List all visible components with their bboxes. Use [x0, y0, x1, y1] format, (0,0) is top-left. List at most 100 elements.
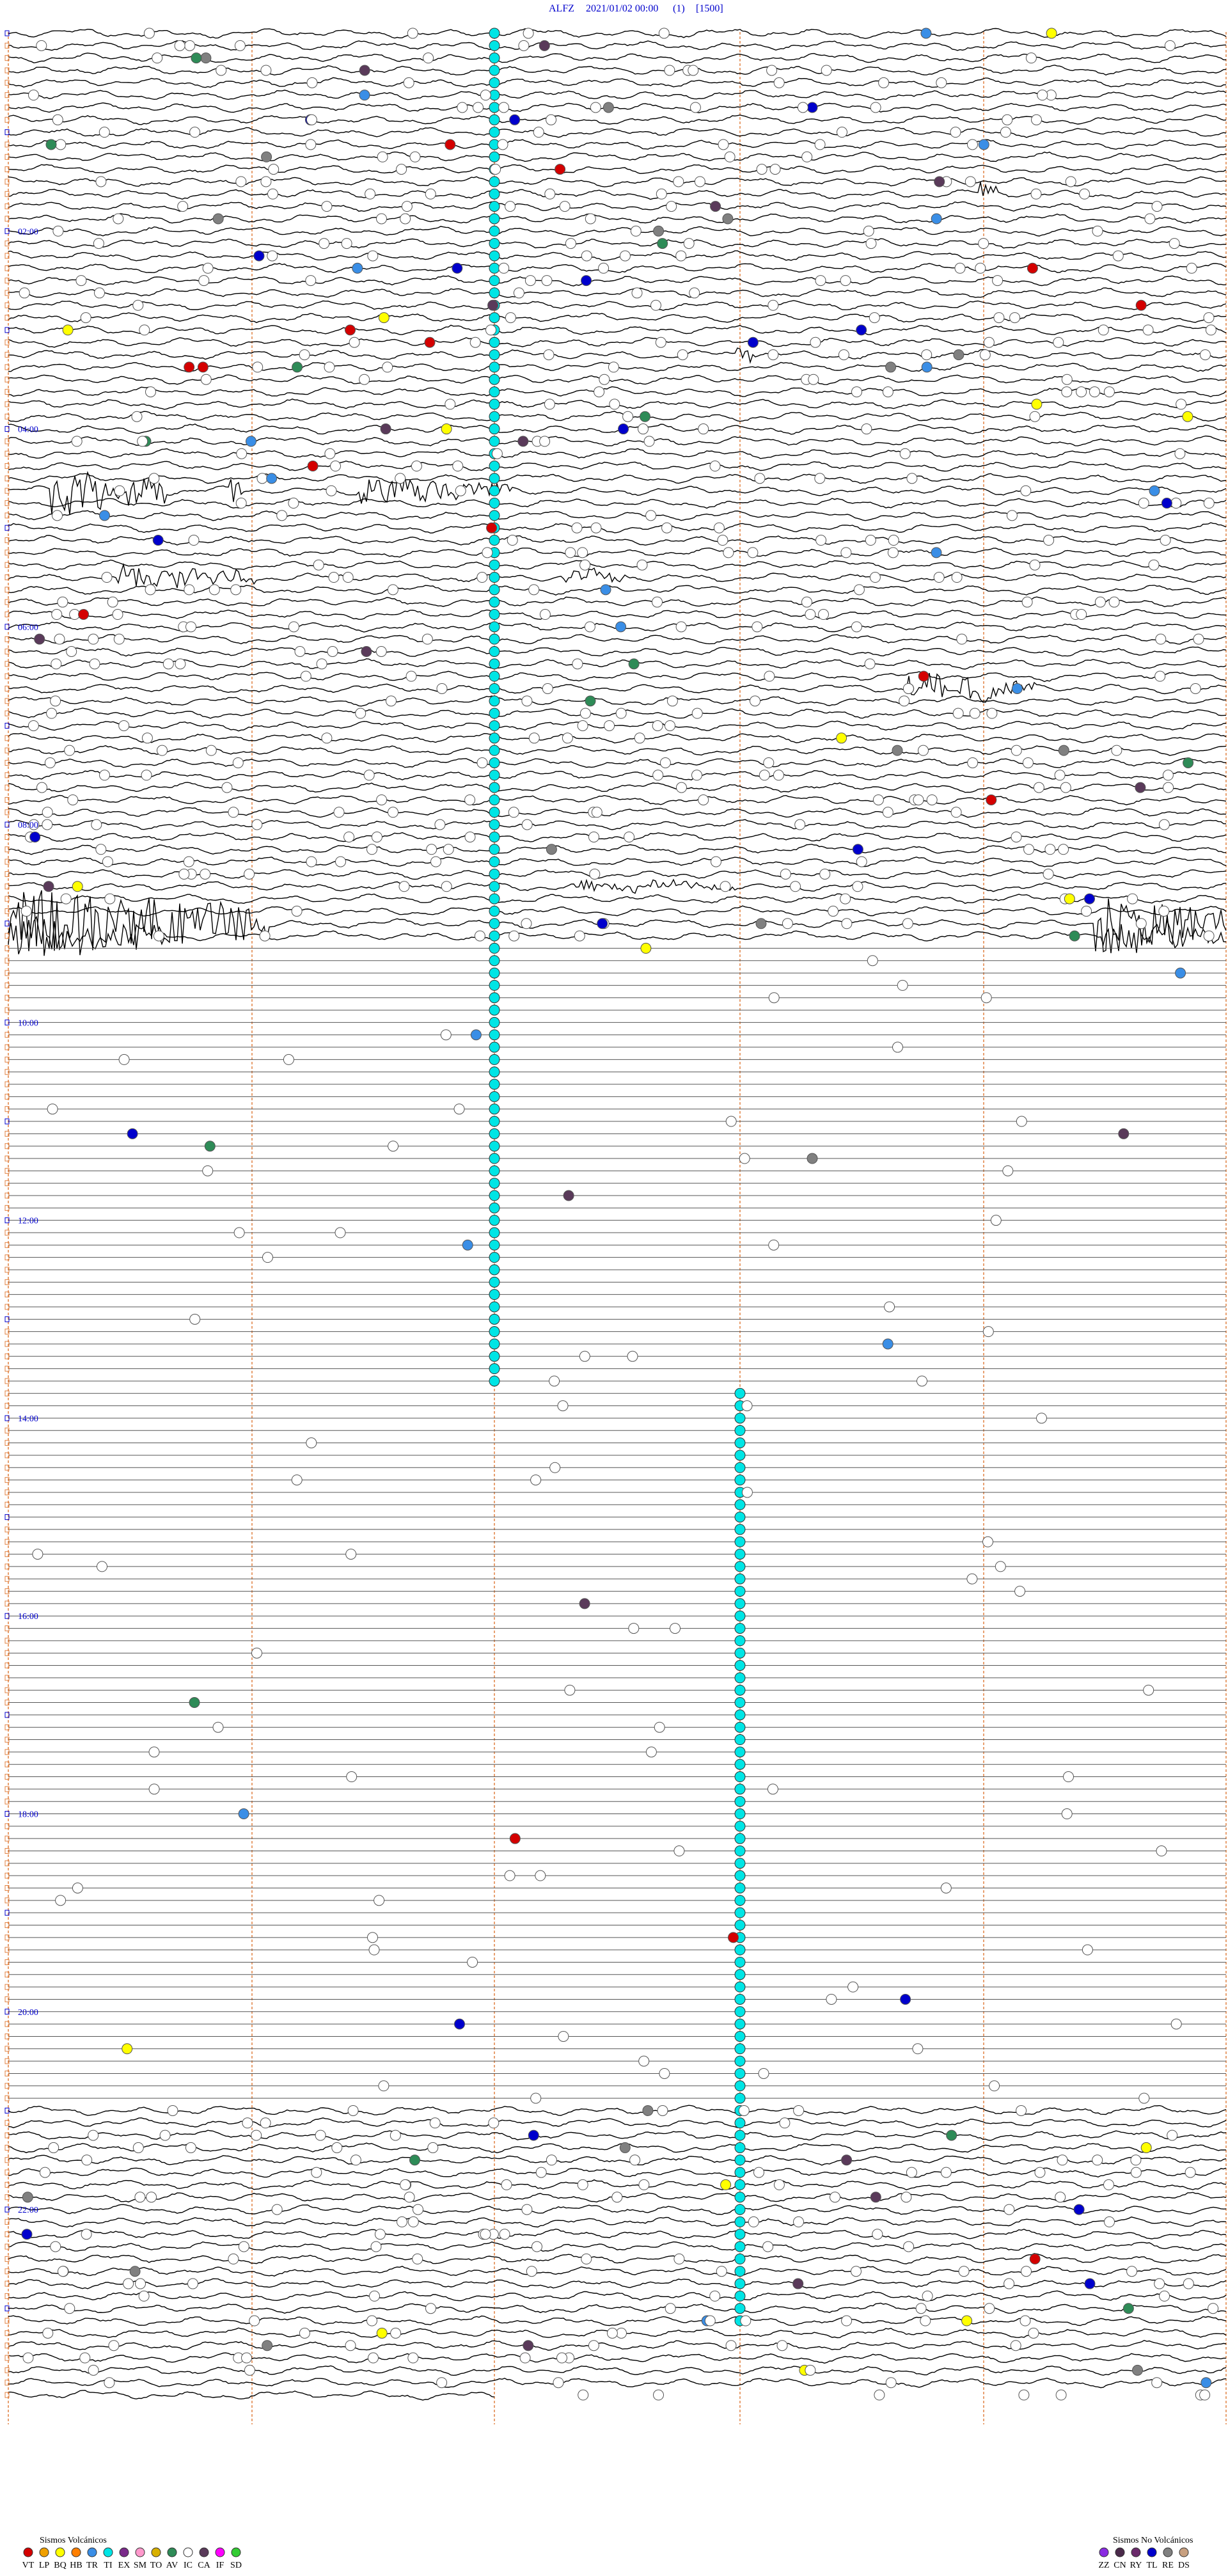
event-marker	[805, 609, 816, 620]
event-marker	[581, 2253, 592, 2264]
trace	[8, 695, 1227, 707]
event-marker	[734, 1412, 746, 1424]
event-marker	[990, 1215, 1002, 1226]
event-marker	[327, 646, 338, 657]
event-marker	[291, 1474, 303, 1486]
event-marker	[497, 139, 508, 150]
event-marker	[476, 757, 488, 768]
event-marker	[262, 2340, 273, 2351]
line-start-mark	[4, 1848, 10, 1854]
event-marker	[469, 336, 481, 348]
event-marker	[628, 1623, 640, 1634]
trace	[8, 596, 1227, 608]
line-start-mark	[4, 1761, 10, 1767]
event-marker	[581, 275, 592, 287]
line-start-mark	[4, 2194, 10, 2201]
event-marker	[1208, 2303, 1219, 2314]
event-marker	[1103, 386, 1115, 398]
event-marker	[1138, 2092, 1150, 2104]
event-marker	[1089, 386, 1100, 398]
time-label: 08:00	[18, 821, 38, 830]
event-marker	[380, 423, 391, 435]
event-marker	[95, 844, 107, 855]
event-marker	[734, 1474, 746, 1486]
event-marker	[489, 930, 500, 942]
event-marker	[906, 2167, 917, 2178]
event-marker	[1151, 201, 1163, 212]
legend-label: ZZ	[1098, 2561, 1109, 2570]
event-marker	[91, 819, 102, 830]
event-marker	[97, 1561, 107, 1572]
event-marker	[390, 2130, 401, 2141]
line-start-mark	[4, 982, 10, 988]
line-start-mark	[4, 1823, 10, 1829]
event-marker	[1079, 188, 1090, 200]
event-marker	[375, 646, 387, 657]
event-marker	[52, 114, 63, 125]
event-marker	[397, 2216, 407, 2227]
event-marker	[1104, 2216, 1115, 2227]
event-marker	[108, 2340, 120, 2351]
event-marker	[305, 275, 317, 287]
event-marker	[489, 473, 500, 484]
line-start-mark	[4, 2120, 10, 2126]
event-marker	[174, 40, 185, 51]
event-marker	[1020, 485, 1032, 496]
event-marker	[396, 164, 407, 175]
event-marker	[489, 275, 500, 287]
event-marker	[563, 1190, 574, 1201]
event-marker	[1144, 213, 1156, 225]
trace	[8, 448, 1227, 459]
event-marker	[51, 609, 63, 620]
event-marker	[489, 1116, 500, 1127]
line-start-mark	[4, 104, 10, 111]
event-marker	[489, 745, 500, 756]
event-marker	[892, 1041, 903, 1053]
event-marker	[1138, 498, 1149, 509]
event-marker	[390, 2327, 402, 2339]
legend-swatch	[23, 2547, 33, 2557]
event-marker	[1186, 262, 1197, 274]
event-marker	[521, 2204, 533, 2215]
line-start-mark	[4, 2218, 10, 2225]
event-marker	[631, 287, 643, 299]
event-marker	[653, 2389, 664, 2401]
legend-swatch	[1179, 2547, 1189, 2557]
event-marker	[747, 547, 759, 558]
event-marker	[235, 498, 247, 509]
event-marker	[489, 423, 500, 435]
event-marker	[1199, 349, 1211, 361]
event-marker	[1029, 559, 1041, 571]
event-marker	[19, 287, 30, 299]
event-marker	[913, 794, 924, 805]
event-marker	[1149, 485, 1160, 496]
event-marker	[1055, 2192, 1066, 2203]
event-marker	[734, 1833, 746, 1844]
event-marker	[489, 201, 500, 212]
event-marker	[489, 881, 500, 892]
event-marker	[1076, 609, 1087, 620]
event-marker	[489, 658, 500, 670]
event-marker	[305, 139, 317, 150]
event-marker	[489, 609, 500, 620]
legend-label: RE	[1162, 2561, 1174, 2570]
event-marker	[238, 1808, 249, 1820]
trace	[8, 435, 1227, 447]
event-marker	[918, 670, 929, 682]
event-marker	[489, 1289, 500, 1300]
event-marker	[828, 905, 839, 917]
line-start-mark	[4, 141, 10, 148]
event-marker	[920, 2315, 931, 2327]
line-start-mark	[4, 1811, 10, 1817]
trace	[8, 2352, 1227, 2364]
event-marker	[197, 361, 209, 373]
event-marker	[734, 1387, 746, 1399]
event-marker	[489, 213, 500, 225]
event-marker	[489, 102, 500, 113]
line-start-mark	[4, 216, 10, 222]
legend-label: CA	[198, 2561, 210, 2570]
event-marker	[934, 176, 945, 187]
time-label: 06:00	[18, 623, 38, 633]
trace	[8, 386, 1227, 397]
event-marker	[808, 374, 819, 385]
